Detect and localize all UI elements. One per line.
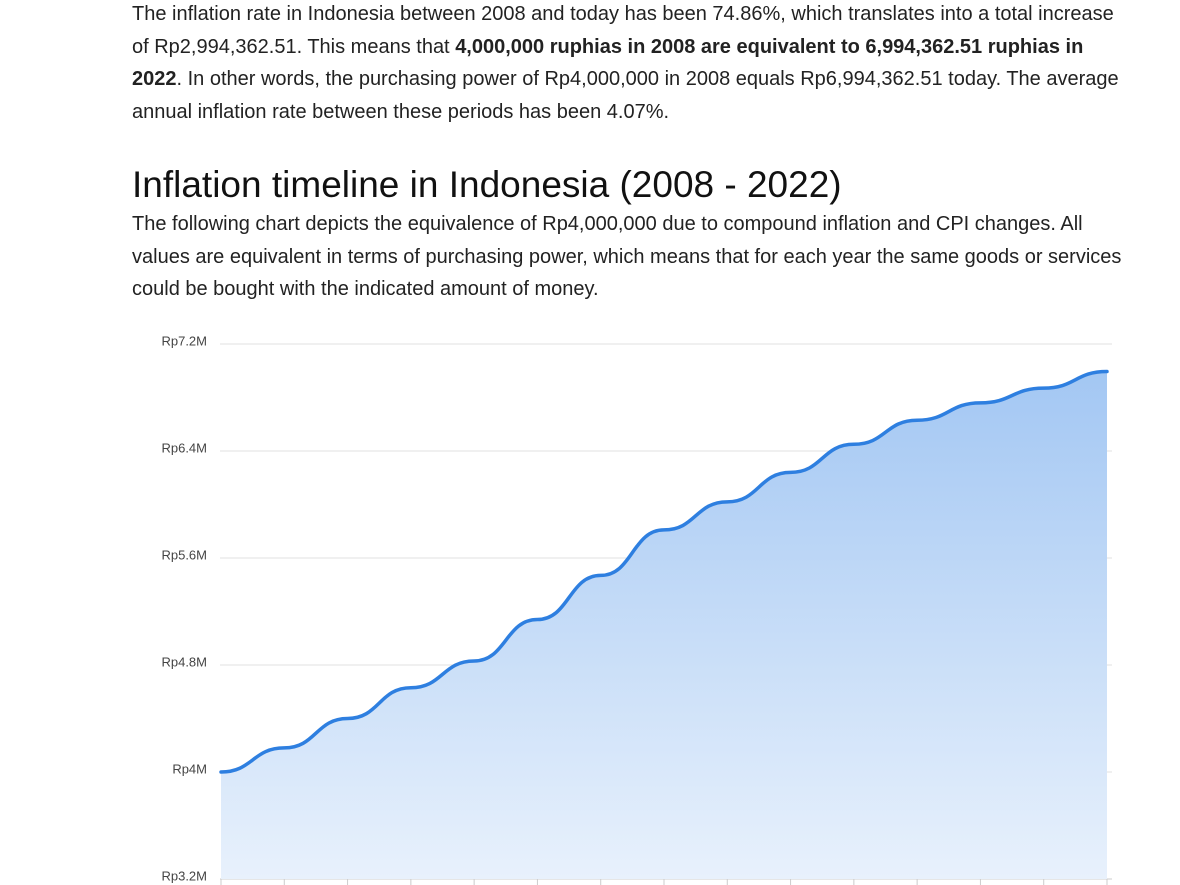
y-tick-label: Rp7.2M (161, 333, 207, 348)
area (221, 371, 1107, 879)
chart-description: The following chart depicts the equivale… (132, 213, 1122, 300)
line (219, 369, 1109, 774)
intro-paragraph: The inflation rate in Indonesia between … (132, 0, 1132, 128)
y-tick-label: Rp6.4M (161, 440, 207, 455)
y-tick-label: Rp4.8M (161, 654, 207, 669)
text: . In other words, the purchasing power o… (132, 68, 1119, 123)
y-tick-label: Rp5.6M (161, 547, 207, 562)
y-tick-label: Rp3.2M (161, 868, 207, 883)
y-tick-label: Rp4M (172, 761, 207, 776)
bold-text: 4,000,000 ruphias in 2008 are equivalent… (132, 35, 1084, 91)
text: The inflation rate in Indonesia between … (132, 3, 1114, 58)
heading: Inflation timeline in Indonesia (2008 - … (132, 164, 842, 205)
